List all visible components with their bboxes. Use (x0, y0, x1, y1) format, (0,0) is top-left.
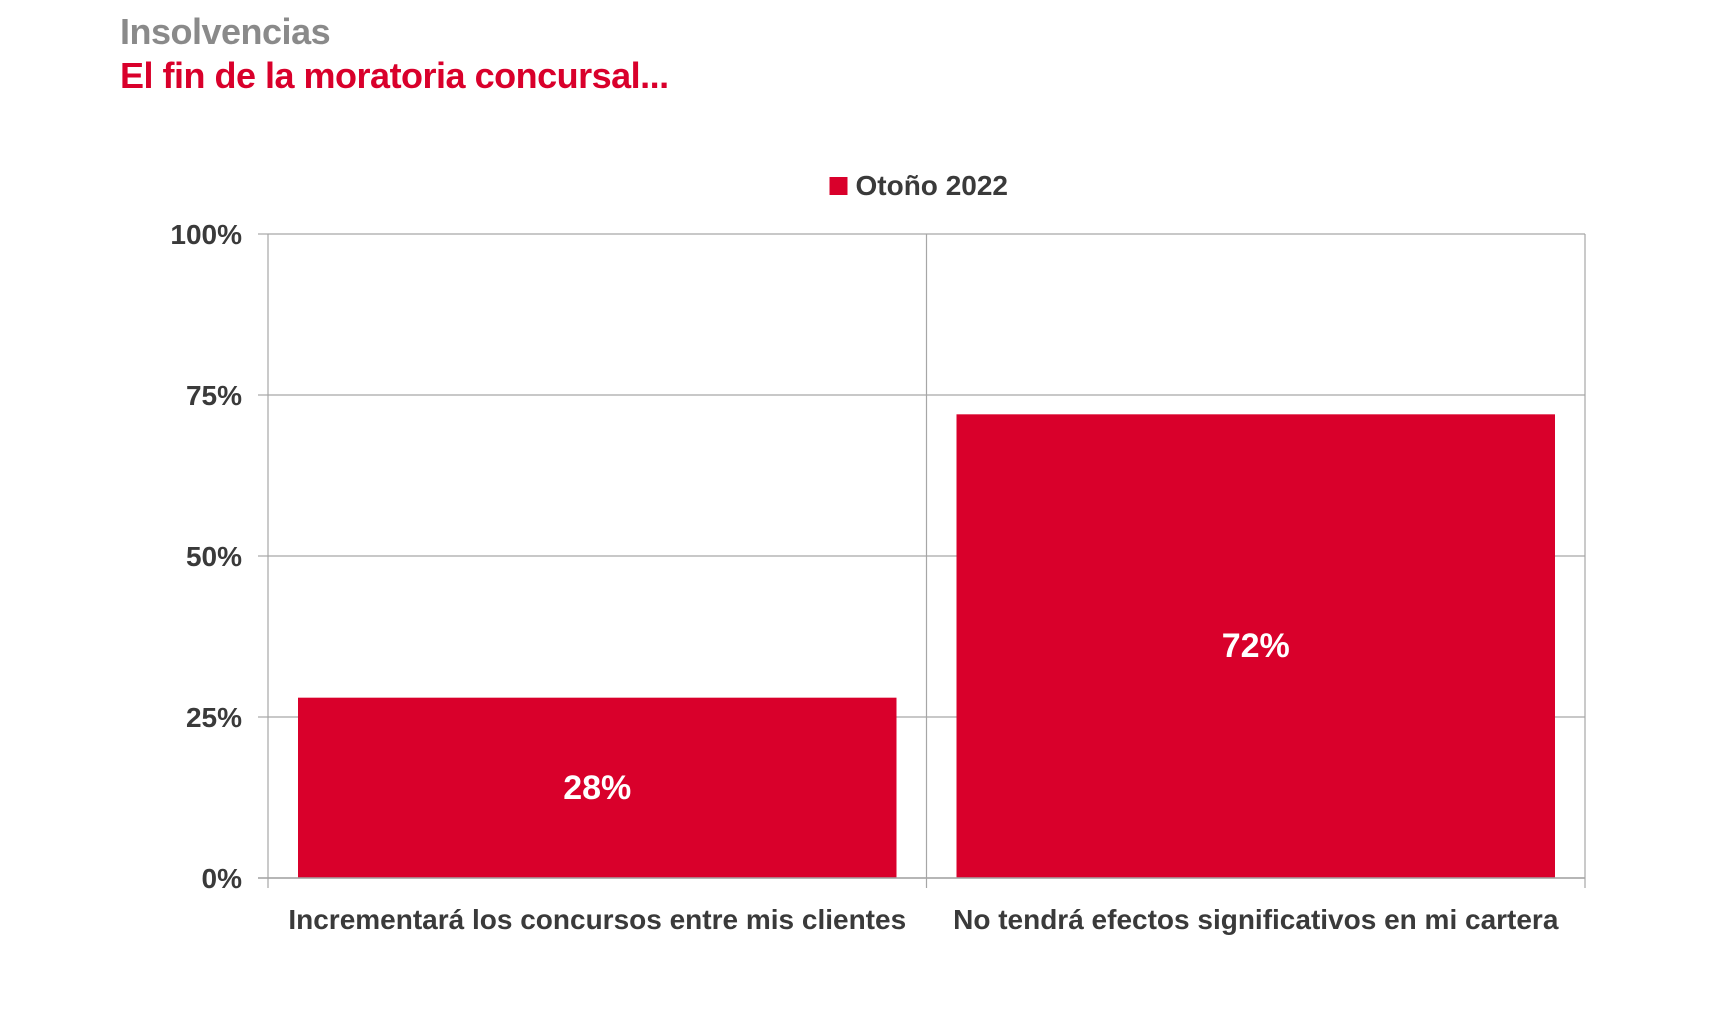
x-category-label: Incrementará los concursos entre mis cli… (288, 904, 906, 935)
chart-header: Insolvencias El fin de la moratoria conc… (120, 10, 669, 98)
y-tick-label: 75% (186, 380, 242, 411)
legend-label: Otoño 2022 (856, 170, 1008, 201)
x-category-label: No tendrá efectos significativos en mi c… (953, 904, 1559, 935)
y-tick-label: 0% (202, 863, 243, 894)
bar (298, 697, 897, 878)
legend-swatch (829, 177, 848, 195)
data-label: 72% (1222, 627, 1290, 665)
y-tick-label: 100% (170, 219, 242, 250)
chart-kicker: Insolvencias (120, 11, 331, 52)
data-label: 28% (563, 769, 631, 807)
bar (956, 414, 1555, 878)
chart-title: El fin de la moratoria concursal... (120, 55, 669, 96)
y-tick-label: 25% (186, 702, 242, 733)
y-tick-label: 50% (186, 541, 242, 572)
